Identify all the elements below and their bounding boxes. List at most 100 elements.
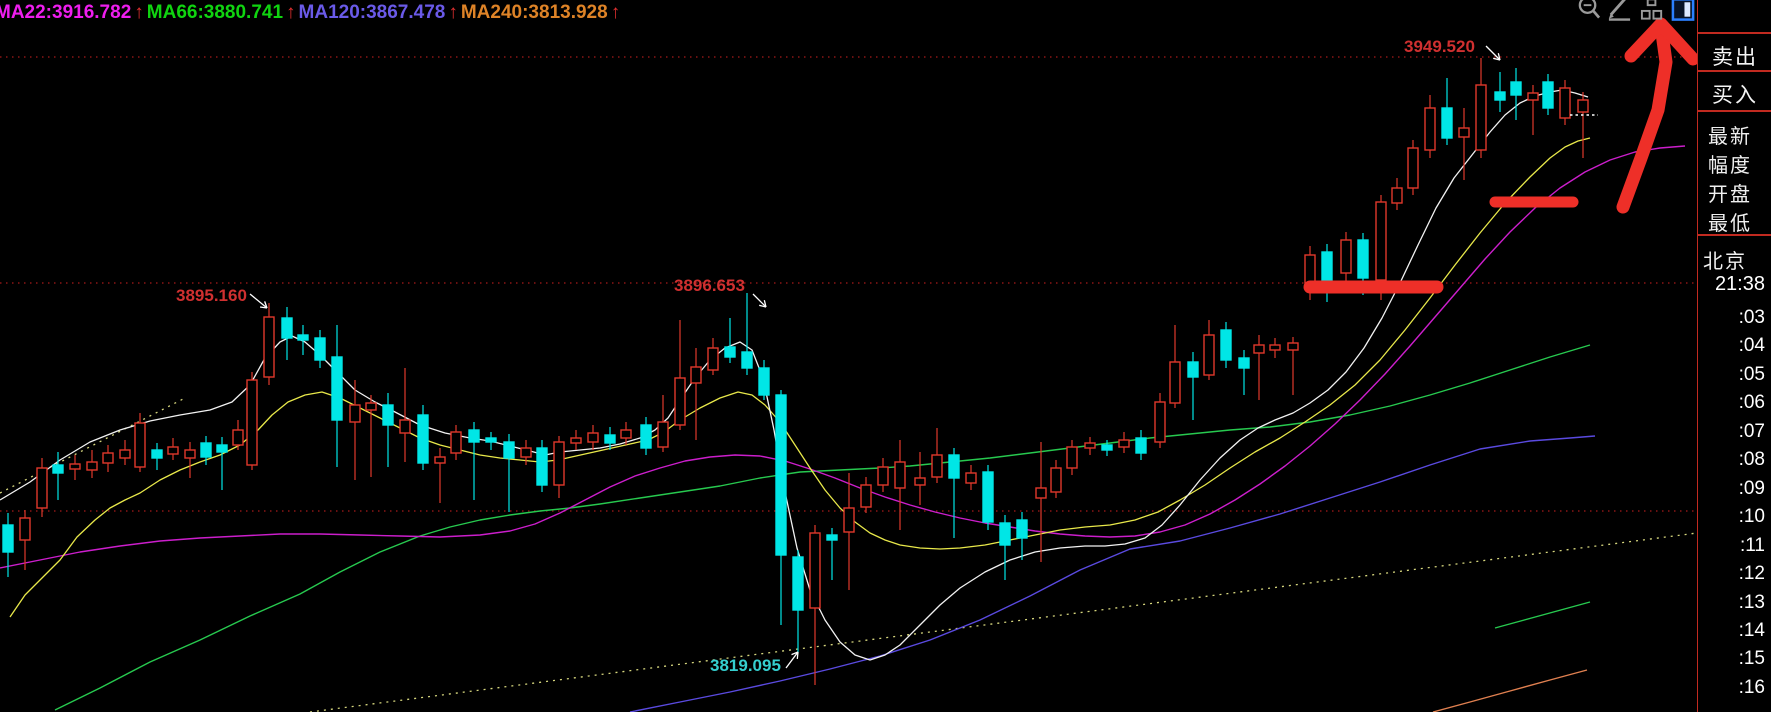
- candle-body: [86, 461, 98, 471]
- drawn-up-arrow: [1624, 17, 1697, 66]
- candle-body: [1321, 251, 1333, 286]
- candle-body: [1424, 107, 1436, 151]
- sidebar-separator: [1698, 234, 1771, 236]
- time-row: :12: [1738, 563, 1765, 585]
- ma-legend: MA22:3916.782 ↑ MA66:3880.741 ↑ MA120:3867.4…: [0, 2, 623, 24]
- candle-body: [1357, 239, 1369, 279]
- field-label-latest: 最新: [1708, 126, 1752, 148]
- candle-body: [1101, 444, 1113, 451]
- trend-up-arrow: ↑: [286, 2, 296, 23]
- candle-body: [1441, 107, 1453, 139]
- time-row: :09: [1738, 477, 1765, 499]
- candle-body: [741, 351, 753, 369]
- candle-body: [102, 452, 114, 464]
- candle-body: [1035, 487, 1047, 499]
- field-label-open: 开盘: [1708, 184, 1752, 206]
- candle-body: [1475, 84, 1487, 151]
- zoom-icon[interactable]: [1576, 0, 1601, 25]
- sidebar-separator: [1698, 70, 1771, 72]
- candle-body: [151, 449, 163, 459]
- price-annotation: 3949.520: [1404, 37, 1475, 56]
- annotation-arrowhead: [259, 306, 268, 309]
- grid-icon[interactable]: [1640, 0, 1665, 25]
- annotation-arrowhead: [1497, 53, 1501, 61]
- time-row: :10: [1738, 506, 1765, 528]
- annotation-arrowhead: [759, 304, 767, 308]
- sidebar-separator: [1698, 110, 1771, 112]
- candle-body: [232, 429, 244, 446]
- candle-body: [297, 334, 309, 341]
- candle-body: [1238, 357, 1250, 369]
- candle-body: [674, 377, 686, 426]
- trade-sidebar: 卖出 买入 最新 幅度 开盘 最低 北京 21:38 :03:04:05:06:…: [1697, 0, 1771, 712]
- candle-body: [1407, 147, 1419, 189]
- price-annotation: 3819.095: [710, 656, 781, 675]
- candle-body: [314, 337, 326, 361]
- edit-icon[interactable]: [1607, 0, 1634, 25]
- time-row: :15: [1738, 648, 1765, 670]
- candle-body: [894, 461, 906, 489]
- candle-body: [690, 366, 702, 384]
- chart-toolbar: [1576, 0, 1696, 27]
- annotation-arrowhead: [791, 651, 799, 656]
- time-row: :14: [1738, 619, 1765, 641]
- candle-body: [200, 442, 212, 458]
- legend-ma-2: MA120:3867.478: [298, 2, 446, 23]
- time-row: :06: [1738, 392, 1765, 414]
- time-row: :11: [1739, 534, 1765, 556]
- candle-body: [931, 454, 943, 478]
- trend-line: [309, 532, 1697, 712]
- candle-body: [707, 347, 719, 371]
- ma-magenta-line: [0, 145, 1686, 569]
- time-row: :05: [1738, 363, 1765, 385]
- candle-body: [246, 379, 258, 466]
- candle-body: [965, 472, 977, 484]
- candle-body: [758, 367, 770, 396]
- annotation-arrowhead: [264, 301, 268, 309]
- ma-yellow-line: [9, 137, 1591, 618]
- annotation-arrow: [752, 293, 767, 308]
- candle-body: [775, 394, 787, 556]
- time-row: :04: [1738, 335, 1765, 357]
- time-row: :08: [1738, 449, 1765, 471]
- clock-time: 21:38: [1714, 273, 1765, 295]
- drawn-up-arrow: [1616, 19, 1673, 214]
- candle-body: [1559, 87, 1571, 119]
- annotation-arrow: [249, 293, 268, 309]
- candle-body: [1340, 239, 1352, 274]
- candle-body: [1084, 442, 1096, 449]
- annotation-arrowhead: [763, 300, 767, 308]
- annotation-arrowhead: [796, 651, 799, 660]
- candle-body: [1220, 329, 1232, 361]
- candle-body: [1304, 254, 1316, 284]
- field-label-low: 最低: [1708, 213, 1752, 235]
- candle-body: [167, 446, 179, 455]
- candle-body: [1118, 439, 1130, 448]
- candle-body: [1050, 467, 1062, 493]
- candle-body: [1135, 437, 1147, 454]
- candle-body: [536, 447, 548, 486]
- sell-button[interactable]: 卖出: [1712, 46, 1758, 69]
- candle-body: [19, 517, 31, 541]
- candle-body: [36, 467, 48, 509]
- time-row: :07: [1738, 420, 1765, 442]
- candle-body: [860, 484, 872, 508]
- candlestick-chart[interactable]: 3895.160 3896.653 3949.520 3819.095: [0, 0, 1697, 712]
- buy-button[interactable]: 买入: [1712, 84, 1758, 107]
- candle-body: [434, 456, 446, 464]
- candle-body: [1016, 519, 1028, 539]
- candle-body: [1458, 127, 1470, 138]
- candle-body: [1510, 81, 1522, 96]
- city-label: 北京: [1703, 251, 1747, 273]
- candle-body: [119, 449, 131, 459]
- price-annotation: 3896.653: [674, 276, 745, 295]
- candle-body: [2, 524, 14, 553]
- ma-blue-line: [629, 435, 1596, 712]
- candle-body: [1542, 81, 1554, 109]
- panel-icon[interactable]: [1671, 0, 1696, 25]
- candle-body: [399, 419, 411, 434]
- candle-body: [1169, 361, 1181, 404]
- candle-body: [640, 424, 652, 449]
- candle-body: [877, 466, 889, 486]
